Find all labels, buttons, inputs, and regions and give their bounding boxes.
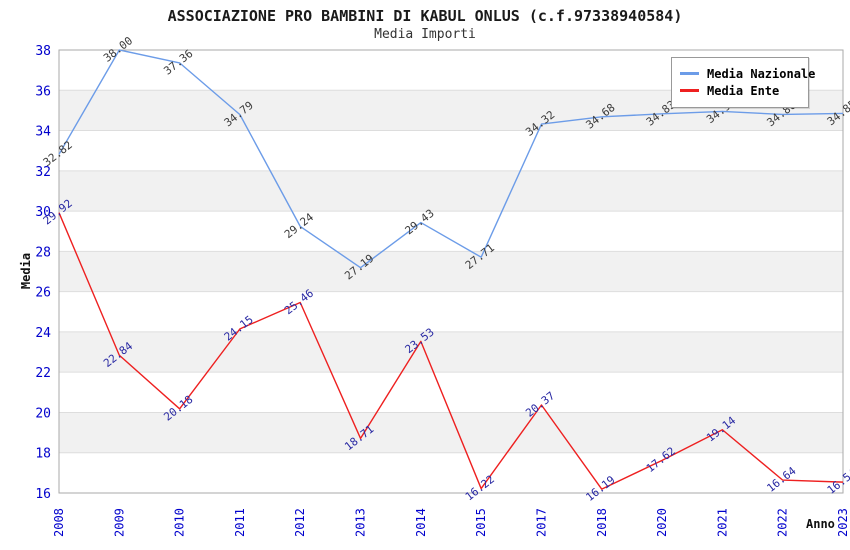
y-tick-label: 20 xyxy=(35,406,51,421)
x-tick-label: 2023 xyxy=(836,508,850,537)
x-tick-label: 2011 xyxy=(233,508,247,537)
legend-item-media-ente: Media Ente xyxy=(680,83,800,98)
legend-marker-line-blue xyxy=(680,72,699,75)
series-line-media-nazionale xyxy=(58,49,844,269)
y-tick-label: 30 xyxy=(35,205,51,220)
plot-frame xyxy=(58,49,844,494)
x-axis-title: Anno xyxy=(806,517,835,531)
legend-label: Media Nazionale xyxy=(707,66,816,81)
series-line-media-ente xyxy=(58,212,844,490)
x-tick-label: 2009 xyxy=(112,508,126,537)
y-tick-label: 38 xyxy=(35,44,51,59)
plot-band xyxy=(59,331,843,373)
x-tick-label: 2014 xyxy=(414,508,428,537)
plot-band xyxy=(59,372,843,413)
plot-band xyxy=(59,412,843,453)
y-tick-label: 28 xyxy=(35,245,51,260)
plot-band xyxy=(59,452,843,493)
y-axis-title: Media xyxy=(19,253,33,289)
legend-label: Media Ente xyxy=(707,83,780,98)
x-tick-label: 2012 xyxy=(293,508,307,537)
plot-band xyxy=(59,130,843,171)
y-tick-label: 24 xyxy=(35,326,51,341)
x-tick-label: 2008 xyxy=(52,508,66,537)
x-tick-label: 2018 xyxy=(595,508,609,537)
plot-band xyxy=(59,211,843,252)
x-tick-label: 2010 xyxy=(173,508,187,537)
plot-band xyxy=(59,251,843,292)
y-tick-label: 22 xyxy=(35,366,51,381)
y-tick-label: 34 xyxy=(35,125,51,140)
legend-item-media-nazionale: Media Nazionale xyxy=(680,66,815,81)
y-tick-label: 32 xyxy=(35,165,51,180)
legend-marker-line-red xyxy=(680,89,699,92)
y-tick-label: 18 xyxy=(35,447,51,462)
y-tick-label: 26 xyxy=(35,286,51,301)
y-tick-label: 16 xyxy=(35,487,51,502)
x-tick-label: 2020 xyxy=(655,508,669,537)
y-tick-label: 36 xyxy=(35,84,51,99)
x-tick-label: 2017 xyxy=(534,508,548,537)
x-tick-label: 2022 xyxy=(776,508,790,537)
x-tick-label: 2015 xyxy=(474,508,488,537)
legend: Media Nazionale Media Ente xyxy=(671,57,815,108)
chart-subtitle: Media Importi xyxy=(374,27,476,42)
plot-band xyxy=(59,291,843,332)
x-tick-label: 2013 xyxy=(354,508,368,537)
x-tick-label: 2021 xyxy=(715,508,729,537)
chart-title: ASSOCIAZIONE PRO BAMBINI DI KABUL ONLUS … xyxy=(167,7,683,25)
plot-band xyxy=(59,170,843,212)
